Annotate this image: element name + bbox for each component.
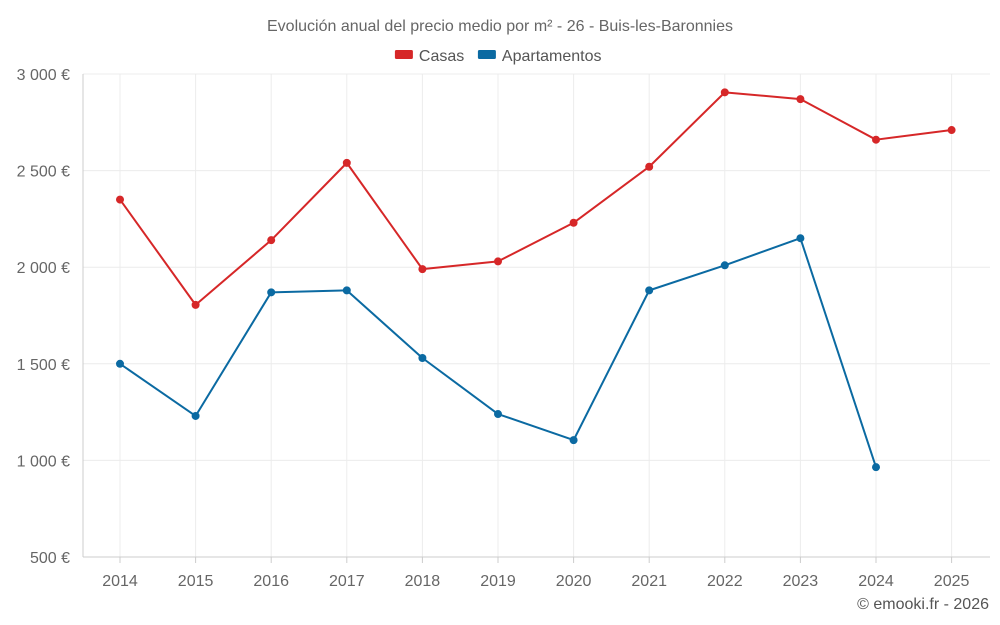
axes: 500 € 1 000 € 1 500 € 2 000 € 2 500 € 3 000 €…	[17, 67, 990, 590]
data-point-casas[interactable]	[645, 162, 654, 171]
x-tick-label: 2016	[253, 573, 289, 590]
y-tick-label: 1 000 €	[17, 453, 70, 470]
series-line-casas	[119, 91, 952, 306]
data-point-casas[interactable]	[796, 95, 805, 104]
data-point-casas[interactable]	[342, 158, 351, 167]
data-point-casas[interactable]	[720, 88, 729, 97]
data-point-apartamentos[interactable]	[418, 354, 427, 363]
y-tick-label: 3 000 €	[17, 67, 70, 84]
data-point-casas[interactable]	[267, 236, 276, 245]
y-tick-label: 2 000 €	[17, 260, 70, 277]
x-tick-label: 2019	[480, 573, 516, 590]
x-tick-label: 2021	[631, 573, 667, 590]
x-tick-label: 2023	[783, 573, 819, 590]
data-point-apartamentos[interactable]	[116, 359, 124, 368]
legend-swatch	[477, 50, 496, 59]
x-tick-label: 2015	[178, 573, 214, 590]
data-point-apartamentos[interactable]	[191, 411, 200, 420]
x-tick-label: 2024	[858, 573, 894, 590]
series-layer	[116, 88, 956, 472]
credit-text: © emooki.fr - 2026	[857, 596, 989, 613]
data-point-apartamentos[interactable]	[796, 234, 805, 243]
x-tick-label: 2017	[329, 573, 365, 590]
x-tick-label: 2022	[707, 573, 743, 590]
y-tick-label: 1 500 €	[17, 357, 70, 374]
data-point-casas[interactable]	[569, 218, 578, 227]
data-point-casas[interactable]	[191, 300, 200, 309]
grid	[83, 73, 990, 557]
legend-item-apartamentos[interactable]: Apartamentos	[477, 48, 602, 65]
data-point-casas[interactable]	[872, 135, 880, 144]
data-point-apartamentos[interactable]	[569, 436, 578, 445]
y-tick-label: 500 €	[30, 550, 70, 567]
data-point-apartamentos[interactable]	[494, 410, 502, 419]
legend-label: Apartamentos	[502, 48, 602, 65]
data-point-apartamentos[interactable]	[720, 261, 729, 270]
data-point-casas[interactable]	[418, 265, 427, 274]
x-tick-label: 2025	[934, 573, 970, 590]
x-tick-label: 2018	[405, 573, 441, 590]
legend: Casas Apartamentos	[394, 48, 602, 65]
data-point-apartamentos[interactable]	[872, 463, 880, 472]
y-tick-label: 2 500 €	[17, 164, 70, 181]
data-point-casas[interactable]	[116, 195, 124, 204]
data-point-casas[interactable]	[494, 257, 502, 266]
legend-item-casas[interactable]: Casas	[394, 48, 464, 65]
chart-title: Evolución anual del precio medio por m² …	[267, 18, 733, 35]
data-point-apartamentos[interactable]	[645, 286, 654, 295]
data-point-apartamentos[interactable]	[342, 286, 351, 295]
x-tick-label: 2014	[102, 573, 138, 590]
legend-label: Casas	[419, 48, 464, 65]
data-point-casas[interactable]	[947, 126, 956, 135]
x-tick-label: 2020	[556, 573, 592, 590]
data-point-apartamentos[interactable]	[267, 288, 276, 297]
legend-swatch	[394, 50, 413, 59]
